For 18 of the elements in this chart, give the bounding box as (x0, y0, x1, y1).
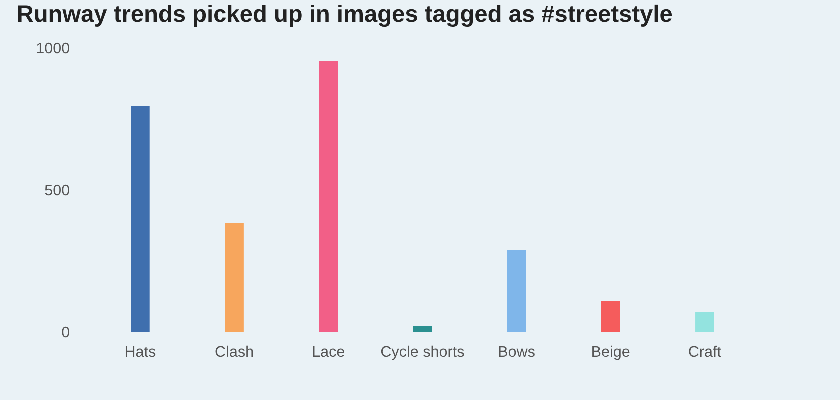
bar (131, 106, 150, 332)
bar (601, 301, 620, 332)
x-tick-label: Craft (689, 346, 722, 358)
bar (413, 326, 432, 332)
x-tick-label: Hats (126, 346, 156, 358)
bar (225, 224, 244, 332)
y-tick-label: 500 (45, 184, 70, 196)
y-tick-label: 1000 (37, 42, 70, 54)
x-tick-label: Clash (216, 346, 254, 358)
x-tick-label: Bows (499, 346, 535, 358)
y-tick-label: 0 (62, 326, 70, 338)
bar (319, 61, 338, 332)
bar (507, 250, 526, 332)
x-tick-label: Lace (313, 346, 344, 358)
x-tick-label: Cycle shorts (381, 346, 464, 360)
x-tick-label: Beige (592, 346, 630, 360)
bar (696, 312, 714, 332)
chart-title: Runway trends picked up in images tagged as #streetstyle (18, 4, 672, 28)
